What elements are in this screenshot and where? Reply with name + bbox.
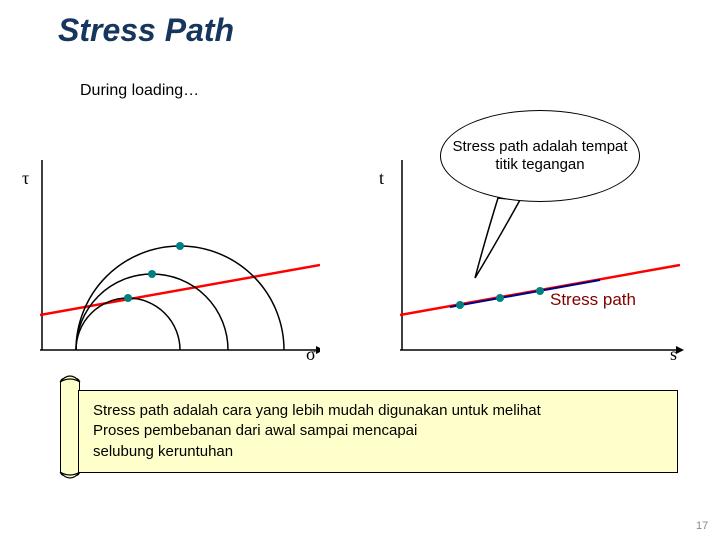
textbox-line: Proses pembebanan dari awal sampai menca…: [93, 421, 663, 441]
page-number: 17: [696, 520, 708, 532]
stress-path-label: Stress path: [550, 290, 636, 310]
scroll-decoration: [60, 378, 80, 476]
textbox-line: Stress path adalah cara yang lebih mudah…: [93, 401, 663, 421]
scroll-curl-top: [56, 370, 84, 388]
textbox-line: selubung keruntuhan: [93, 442, 663, 462]
callout-bubble: Stress path adalah tempat titik tegangan: [440, 110, 640, 202]
callout-text: Stress path adalah tempat titik tegangan: [451, 138, 629, 174]
explanation-textbox: Stress path adalah cara yang lebih mudah…: [78, 390, 678, 473]
